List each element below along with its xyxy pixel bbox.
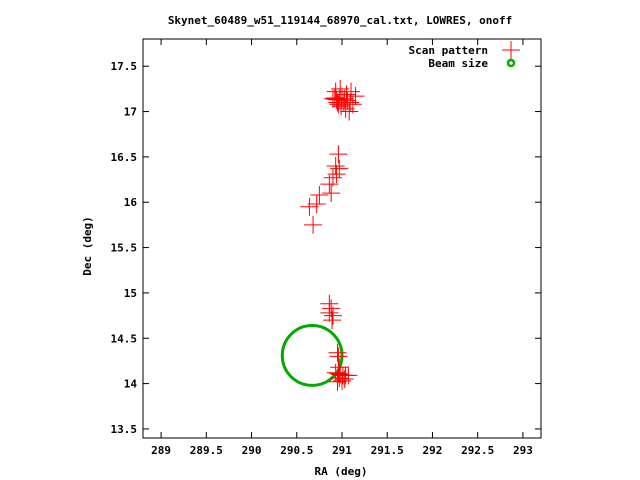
- scan-pattern-series: [300, 79, 365, 391]
- x-axis: 289 289.5 290 290.5 291 291.5 292 292.5 293: [151, 39, 533, 457]
- scan-point: [300, 197, 319, 216]
- x-tick-label: 293: [513, 444, 533, 457]
- x-tick-label: 292.5: [461, 444, 494, 457]
- scan-point: [328, 372, 347, 391]
- scan-point: [325, 88, 344, 107]
- scan-point: [327, 165, 346, 184]
- y-tick-label: 16: [124, 196, 138, 209]
- y-tick-label: 17.5: [111, 60, 138, 73]
- legend-label-beam-size: Beam size: [428, 57, 488, 70]
- x-tick-label: 291: [332, 444, 352, 457]
- legend-label-scan-pattern: Scan pattern: [409, 44, 488, 57]
- scan-point: [330, 159, 349, 178]
- y-axis: 13.5 14 14.5 15 15.5 16 16.5 17 17.5: [111, 60, 541, 436]
- x-tick-label: 289.5: [190, 444, 223, 457]
- legend-marker-beam: [506, 58, 516, 68]
- y-tick-label: 13.5: [111, 423, 138, 436]
- scan-point: [340, 102, 359, 121]
- scan-point: [330, 369, 349, 388]
- x-tick-label: 290.5: [280, 444, 313, 457]
- scan-point: [307, 195, 326, 214]
- y-tick-label: 15: [124, 287, 137, 300]
- scan-point: [320, 303, 339, 322]
- scan-point: [329, 145, 348, 164]
- scan-point: [335, 370, 354, 389]
- x-tick-label: 291.5: [371, 444, 404, 457]
- scan-point: [323, 306, 342, 325]
- y-tick-label: 14: [124, 378, 138, 391]
- scan-point: [304, 215, 323, 234]
- scan-point: [326, 156, 345, 175]
- x-tick-label: 289: [151, 444, 171, 457]
- y-tick-label: 16.5: [111, 151, 138, 164]
- beam-size-series: [280, 324, 344, 387]
- scan-point: [333, 371, 351, 390]
- y-tick-label: 17: [124, 106, 137, 119]
- x-tick-label: 292: [423, 444, 443, 457]
- scan-point: [322, 299, 341, 318]
- y-tick-label: 14.5: [111, 332, 138, 345]
- x-axis-label: RA (deg): [315, 465, 368, 478]
- beam-circle: [280, 324, 344, 387]
- scan-point: [328, 343, 347, 362]
- chart-title: Skynet_60489_w51_119144_68970_cal.txt, L…: [168, 14, 512, 27]
- scan-point: [320, 175, 339, 194]
- y-tick-label: 15.5: [111, 242, 138, 255]
- x-tick-label: 290: [242, 444, 262, 457]
- y-axis-label: Dec (deg): [81, 216, 94, 276]
- scan-point: [323, 311, 342, 330]
- scan-point: [310, 185, 329, 204]
- scan-point: [329, 347, 348, 366]
- scan-point: [334, 93, 353, 112]
- scan-point: [322, 184, 341, 203]
